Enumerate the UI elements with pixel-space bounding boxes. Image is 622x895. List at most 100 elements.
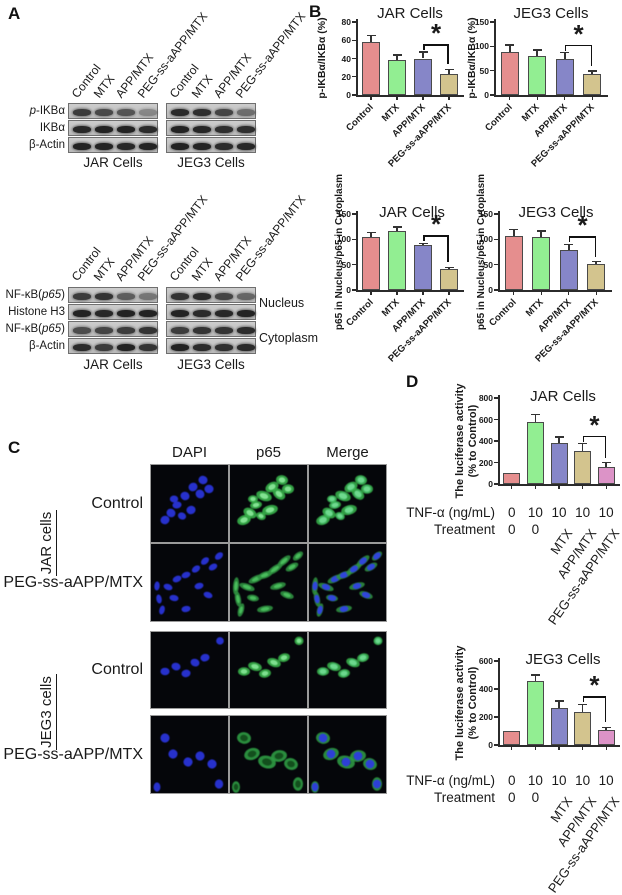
y-tick-label: 0 (488, 285, 493, 295)
sig-bracket-right (590, 44, 593, 67)
error-bar-cap (366, 231, 376, 234)
y-tick (352, 263, 356, 266)
blot-strip (166, 120, 256, 136)
y-tick (494, 461, 498, 464)
x-tick (581, 746, 584, 750)
bar (559, 250, 578, 290)
chart-title: JEG3 Cells (525, 651, 601, 668)
blot-strip (166, 321, 256, 337)
micrograph-tile (308, 543, 387, 622)
x-row-value: 0 (508, 505, 516, 520)
error-bar (422, 243, 424, 246)
blot-row-label: IKBα (39, 122, 65, 134)
error-bar (536, 49, 539, 57)
x-row-value: 10 (527, 773, 543, 788)
y-tick-label: 100 (474, 41, 489, 52)
y-tick (494, 213, 498, 215)
blot-band (171, 292, 189, 300)
sig-star: * (430, 209, 442, 240)
sig-star: * (589, 670, 600, 701)
x-tick (509, 96, 511, 100)
blot-row-label: Histone H3 (8, 306, 65, 318)
y-tick-label: 150 (336, 209, 351, 219)
blot-strip (68, 321, 158, 337)
blot-band (193, 309, 211, 317)
bar (555, 58, 574, 95)
blot-band (215, 343, 233, 351)
blot-band (171, 309, 189, 317)
micrograph-tile (150, 715, 229, 794)
y-tick-label: 200 (478, 457, 493, 468)
error-bar-cap (444, 266, 454, 268)
x-tick (422, 291, 424, 295)
y-tick (352, 21, 356, 23)
blot-row-label: p-IKBα (29, 105, 65, 117)
error-bar-cap (578, 442, 588, 445)
x-row-value: 10 (575, 773, 591, 788)
y-tick-label: 0 (488, 479, 493, 489)
x-row-value: 0 (508, 522, 516, 537)
blot-band (73, 326, 91, 334)
error-bar-cap (392, 54, 402, 56)
error-bar-cap (536, 230, 546, 232)
blot-band (117, 125, 135, 133)
y-tick-label: 60 (341, 35, 351, 46)
y-tick (494, 238, 498, 241)
y-axis-label-line: (% to Control) (467, 666, 479, 740)
error-bar-cap (392, 226, 402, 228)
blot-strip (166, 338, 256, 354)
axis-y (498, 395, 500, 486)
bar (500, 51, 519, 95)
blot-strip (166, 304, 256, 320)
micro-row-label: Control (91, 661, 143, 678)
y-tick (490, 94, 494, 96)
error-bar-cap (560, 51, 570, 54)
axis-y (356, 211, 358, 292)
y-tick-label: 100 (336, 234, 351, 245)
x-tick (558, 746, 560, 750)
x-row-value: 10 (551, 773, 567, 788)
blot-row-label: β-Actin (28, 139, 65, 151)
panel-label-b: B (309, 2, 322, 21)
blot-group-label: JAR Cells (83, 357, 143, 372)
blot-band (139, 292, 157, 300)
blot-strip (166, 103, 256, 119)
error-bar (567, 244, 570, 251)
sig-bracket-left (568, 236, 571, 243)
bar (574, 712, 592, 745)
y-axis-label: The luciferase activity (% to Control) (453, 628, 481, 778)
blot-band (237, 125, 255, 133)
x-row-caption: TNF-α (ng/mL) (406, 505, 495, 520)
error-bar (540, 230, 543, 238)
y-tick-label: 200 (478, 712, 493, 722)
y-tick (352, 94, 356, 96)
micrograph-tile (150, 631, 229, 709)
x-row-caption: TNF-α (ng/mL) (406, 773, 495, 788)
y-tick-label: 400 (478, 436, 493, 446)
micro-group-label: JEG3 cells (37, 652, 57, 772)
y-tick-label: 0 (488, 740, 493, 750)
blot-band (193, 125, 211, 133)
micro-row-label: PEG-ss-aAPP/MTX (3, 745, 143, 763)
x-tick (370, 291, 372, 295)
error-bar (605, 462, 607, 468)
y-axis-label: p-IKBα/IKBα (%) (316, 17, 328, 99)
x-tick (605, 746, 607, 750)
bar (587, 263, 606, 290)
blot-band (171, 343, 189, 351)
blot-band (117, 108, 135, 116)
y-tick (494, 440, 498, 442)
bar (526, 681, 544, 745)
x-tick (370, 96, 372, 100)
blot-row-label: NF-κB(p65) (5, 323, 65, 335)
sig-bracket-left (564, 44, 567, 51)
chart-title: JAR Cells (379, 204, 445, 221)
x-tick (422, 96, 424, 100)
blot-band (117, 309, 135, 317)
bar (528, 56, 547, 95)
blot-band (193, 292, 211, 300)
y-tick (490, 69, 494, 72)
sig-bracket-top (423, 44, 449, 46)
blot-band (139, 108, 157, 116)
error-bar (591, 71, 594, 75)
